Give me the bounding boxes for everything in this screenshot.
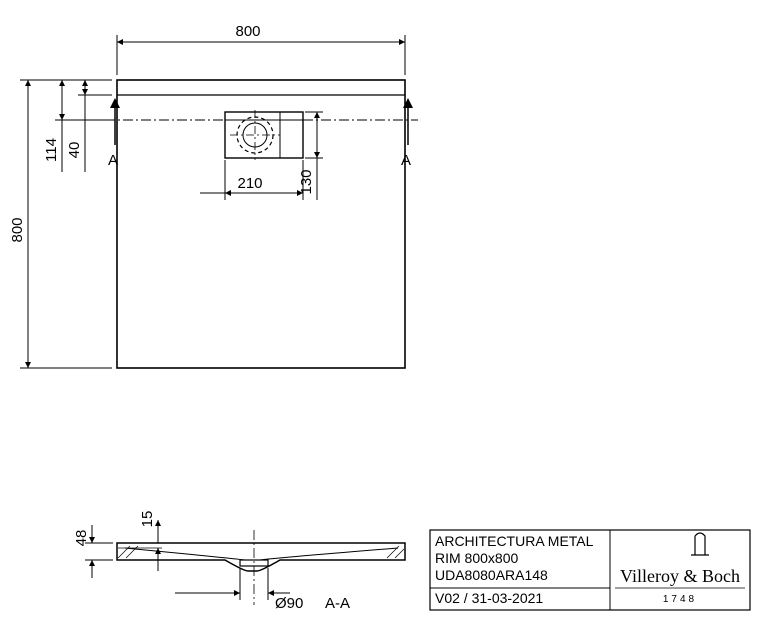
brand-year: 1748 <box>663 594 697 605</box>
technical-drawing: A A 800 800 114 <box>0 0 765 638</box>
titleblock-line1: ARCHITECTURA METAL <box>435 533 594 549</box>
dim-130: 130 <box>298 112 323 200</box>
title-block: ARCHITECTURA METAL RIM 800x800 UDA8080AR… <box>430 530 750 610</box>
dim-800-left-label: 800 <box>9 217 26 242</box>
section-label-a-left: A <box>108 152 118 169</box>
dim-15: 15 <box>118 511 162 571</box>
section-label-aa: A-A <box>325 595 350 612</box>
plan-view: A A 800 800 114 <box>9 23 418 368</box>
dim-800-top-label: 800 <box>235 23 260 40</box>
brand-name: Villeroy & Boch <box>620 566 740 586</box>
brand-logo-icon <box>691 533 709 555</box>
section-basin-curve <box>125 548 398 560</box>
dim-40: 40 <box>66 80 112 172</box>
dim-48-label: 48 <box>73 530 90 547</box>
dim-width-800: 800 <box>117 23 405 75</box>
dim-130-label: 130 <box>298 169 315 194</box>
dim-phi90: Ø90 <box>175 568 303 612</box>
dim-114-label: 114 <box>43 138 60 162</box>
section-arrow-right: A <box>401 98 413 169</box>
titleblock-revdate: V02 / 31-03-2021 <box>435 590 543 606</box>
section-profile <box>117 543 405 571</box>
section-view: 48 15 Ø90 A-A <box>73 511 405 612</box>
dim-48: 48 <box>73 525 113 578</box>
tray-outline <box>117 80 405 368</box>
dim-210-label: 210 <box>237 175 262 192</box>
dim-15-label: 15 <box>139 511 156 528</box>
dim-phi90-label: Ø90 <box>275 595 303 612</box>
titleblock-line2: RIM 800x800 <box>435 550 518 566</box>
dim-210: 210 <box>200 160 303 200</box>
titleblock-line3: UDA8080ARA148 <box>435 567 548 583</box>
section-label-a-right: A <box>401 152 411 169</box>
dim-height-800: 800 <box>9 80 112 368</box>
dim-40-label: 40 <box>66 142 83 159</box>
section-arrow-left: A <box>108 98 120 169</box>
